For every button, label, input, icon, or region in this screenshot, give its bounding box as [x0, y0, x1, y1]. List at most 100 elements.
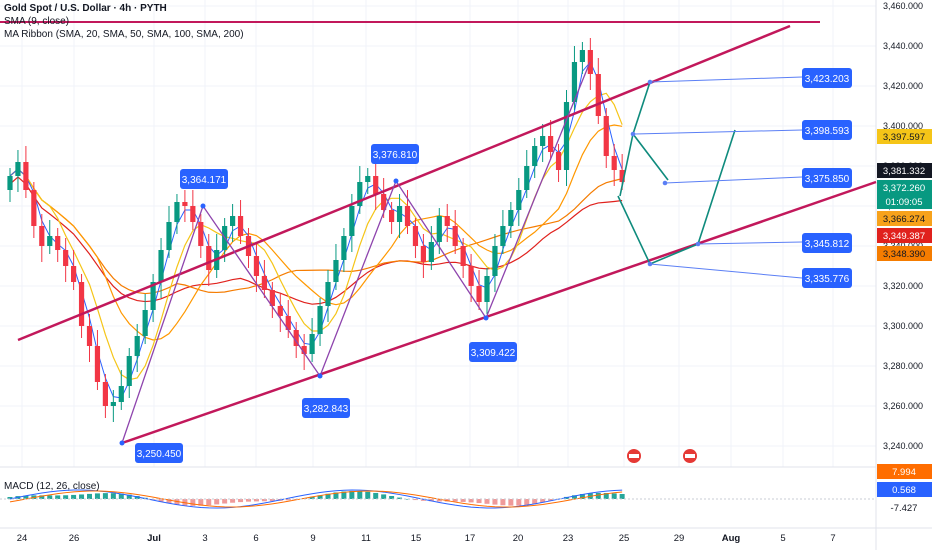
pivot-label-2[interactable]: 3,376.810 — [371, 144, 419, 164]
macd-pane — [0, 489, 876, 509]
target-label-3[interactable]: 3,375.850 — [802, 168, 852, 188]
pivot-label-5-bg — [469, 342, 517, 362]
price-badge-bg — [877, 246, 932, 261]
pivot-label-4-text: 3,282.843 — [304, 404, 349, 415]
candle-body — [365, 176, 371, 182]
pivot-label-1[interactable]: 3,364.171 — [180, 169, 228, 189]
pivot-dot — [393, 178, 399, 184]
candle-body — [619, 170, 625, 182]
macd-histogram-bar — [94, 493, 100, 499]
candle-body — [420, 246, 426, 262]
event-markers[interactable] — [627, 449, 697, 463]
candle-body — [182, 202, 188, 206]
pivot-dot — [483, 315, 489, 321]
target-line — [697, 241, 803, 245]
macd-histogram-bar — [102, 493, 108, 499]
symbol-title[interactable]: Gold Spot / U.S. Dollar · 4h · PYTH — [4, 3, 167, 14]
target-label-2[interactable]: 3,398.593 — [802, 120, 852, 140]
candle-body — [317, 306, 323, 334]
candle-body — [381, 194, 387, 210]
macd-histogram-bar — [110, 493, 116, 499]
macd-histogram-bar — [524, 499, 530, 506]
candle-body — [126, 356, 132, 386]
macd-badge[interactable]: 7.994 — [877, 464, 932, 479]
macd-histogram-bar — [516, 499, 522, 506]
macd-badge-text: -7.427 — [891, 503, 918, 514]
macd-badge-text: 7.994 — [892, 467, 916, 478]
pivot-label-3-bg — [135, 443, 183, 463]
macd-badge[interactable]: -7.427 — [877, 500, 932, 515]
macd-histogram-bar — [357, 491, 363, 499]
pivot-label-4[interactable]: 3,282.843 — [302, 398, 350, 418]
macd-histogram-bar — [7, 497, 13, 499]
macd-legend[interactable]: MACD (12, 26, close) — [4, 481, 100, 492]
macd-histogram-bar — [71, 494, 77, 499]
macd-histogram-bar — [246, 499, 251, 502]
candle-body — [269, 290, 275, 306]
price-axis[interactable]: 3,460.000 3,440.000 3,420.000 3,400.000 3,38… — [877, 1, 932, 515]
candle-body — [540, 136, 546, 146]
time-tick-label: 26 — [69, 533, 80, 544]
target-label-3-text: 3,375.850 — [805, 174, 850, 185]
price-badge[interactable]: 3,348.390 — [877, 246, 932, 261]
time-tick-label: 25 — [619, 533, 630, 544]
candle-body — [285, 316, 291, 330]
macd-badge[interactable]: 0.568 — [877, 482, 932, 497]
macd-histogram-bar — [579, 494, 585, 499]
target-label-1[interactable]: 3,423.203 — [802, 68, 852, 88]
target-dot — [647, 79, 653, 85]
candle-body — [396, 206, 403, 222]
price-badge-text: 01:09:05 — [886, 197, 923, 208]
price-badge-bg — [877, 163, 932, 178]
price-badge[interactable]: 3,397.597 — [877, 129, 932, 144]
candle-body — [516, 190, 522, 210]
price-badge-text: 3,397.597 — [883, 132, 925, 143]
price-badge[interactable]: 3,366.274 — [877, 211, 932, 226]
candle-body — [63, 250, 69, 266]
target-label-1-bg — [802, 68, 852, 88]
macd-histogram-bar — [214, 499, 220, 505]
candle-body — [118, 386, 124, 402]
candle-body — [389, 210, 395, 222]
target-label-5-text: 3,335.776 — [805, 274, 850, 285]
macd-histogram-bar — [261, 499, 267, 502]
macd-histogram-bar — [428, 499, 434, 502]
time-tick-label: 17 — [465, 533, 476, 544]
annotation-labels[interactable]: 3,364.171 3,376.810 3,250.450 3,282.843 3,30… — [135, 68, 852, 463]
candle-body — [524, 166, 530, 190]
macd-histogram-bar — [468, 499, 474, 503]
pivot-label-5[interactable]: 3,309.422 — [469, 342, 517, 362]
target-label-5-bg — [802, 268, 852, 288]
price-badge-bg — [877, 228, 932, 243]
candle-body — [460, 246, 466, 266]
price-badge[interactable]: 3,372.260 — [877, 180, 932, 195]
candle-body — [595, 74, 601, 116]
target-label-4[interactable]: 3,345.812 — [802, 233, 852, 253]
target-label-5[interactable]: 3,335.776 — [802, 268, 852, 288]
zigzag-line — [121, 61, 591, 444]
ma-ribbon-legend[interactable]: MA Ribbon (SMA, 20, SMA, 50, SMA, 100, S… — [4, 29, 244, 40]
pivot-label-3[interactable]: 3,250.450 — [135, 443, 183, 463]
candle-body — [237, 216, 244, 236]
candle-body — [532, 146, 538, 166]
pivot-label-5-text: 3,309.422 — [471, 348, 516, 359]
macd-line — [9, 489, 623, 509]
macd-signal-line — [9, 490, 623, 508]
candle-body — [230, 216, 236, 226]
price-badge[interactable]: 3,381.332 — [877, 163, 932, 178]
macd-histogram-bar — [39, 495, 45, 499]
time-axis[interactable]: 24 26 Jul 3 6 9 11 15 17 20 23 25 29 Aug 5 7 — [17, 533, 836, 544]
pivot-label-2-text: 3,376.810 — [373, 150, 418, 161]
price-badge[interactable]: 01:09:05 — [877, 194, 932, 209]
candle-body — [47, 236, 53, 246]
target-label-4-bg — [802, 233, 852, 253]
candle-body — [150, 282, 156, 310]
target-label-2-bg — [802, 120, 852, 140]
candle-body — [206, 246, 212, 270]
price-tick-label: 3,460.000 — [883, 1, 923, 11]
pivot-dot — [317, 373, 323, 379]
sma-legend[interactable]: SMA (9, close) — [4, 16, 70, 27]
price-badge[interactable]: 3,349.387 — [877, 228, 932, 243]
macd-histogram-bar — [55, 495, 61, 499]
